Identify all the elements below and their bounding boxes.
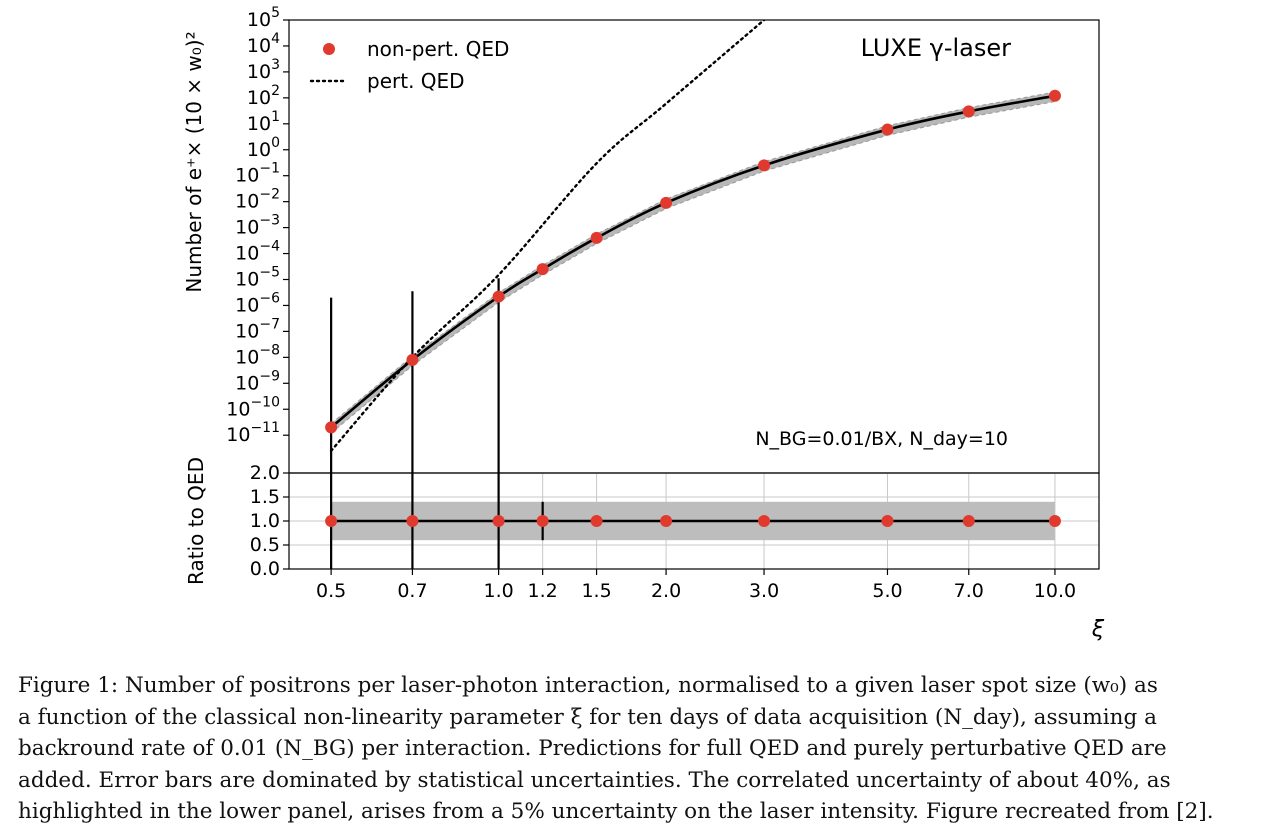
data-point — [881, 123, 894, 136]
x-axis-label: ξ — [1091, 617, 1105, 642]
ratio-point — [1048, 515, 1061, 527]
annotations: LUXE γ-laser N_BG=0.01/BX, N_day=10 — [755, 34, 1011, 450]
figure-caption: Figure 1: Number of positrons per laser-… — [18, 670, 1270, 828]
x-tick-label: 1.0 — [483, 580, 513, 602]
x-tick-label: 0.5 — [316, 580, 346, 602]
caption-line: backround rate of 0.01 (N_BG) per intera… — [18, 736, 1167, 761]
ratio-y-tick-label: 1.5 — [250, 486, 280, 508]
x-tick-label: 2.0 — [651, 580, 681, 602]
ratio-y-tick-label: 0.0 — [250, 558, 280, 580]
lower-plot-area — [289, 473, 1099, 569]
caption-line: highlighted in the lower panel, arises f… — [18, 799, 1214, 824]
y-tick-exponent: −9 — [259, 368, 280, 384]
legend-marker-non-pert-qed — [323, 43, 335, 55]
y-tick-label: 10−9 — [235, 368, 280, 394]
x-tick-label: 7.0 — [954, 580, 984, 602]
ratio-point — [962, 515, 975, 527]
ratio-y-tick-label: 1.0 — [250, 510, 280, 532]
ratio-point — [492, 515, 505, 527]
legend-label-non-pert-qed: non-pert. QED — [367, 37, 509, 61]
x-tick-label: 10.0 — [1034, 580, 1076, 602]
y-tick-label: 10−2 — [235, 187, 280, 213]
upper-panel: 10510410310210110010−110−210−310−410−510… — [182, 5, 1100, 474]
y-tick-exponent: −2 — [259, 187, 280, 203]
ratio-point — [536, 515, 549, 527]
y-tick-exponent: 4 — [271, 31, 280, 47]
y-tick-label: 104 — [247, 31, 280, 57]
series-curve-non-pert-qed — [330, 94, 1056, 429]
y-tick-exponent: −3 — [259, 213, 280, 229]
y-tick-label: 10−5 — [235, 265, 280, 291]
figure: 10510410310210110010−110−210−310−410−510… — [182, 5, 1105, 642]
y-tick-exponent: −10 — [250, 394, 280, 410]
y-tick-label: 103 — [247, 57, 280, 83]
y-tick-label: 105 — [247, 5, 280, 31]
upper-plot-area — [329, 20, 1056, 453]
y-tick-label: 10−11 — [226, 420, 280, 446]
data-point — [660, 196, 673, 209]
y-tick-exponent: −7 — [259, 316, 280, 332]
ratio-y-axis-label: Ratio to QED — [184, 457, 208, 585]
x-tick-label: 3.0 — [749, 580, 779, 602]
y-tick-exponent: −6 — [259, 290, 280, 306]
data-point — [1048, 89, 1061, 102]
data-point — [962, 105, 975, 118]
y-tick-label: 10−1 — [235, 161, 280, 187]
y-tick-exponent: 2 — [271, 83, 280, 99]
y-tick-exponent: −5 — [259, 265, 280, 281]
ratio-point — [881, 515, 894, 527]
caption-line: Figure 1: Number of positrons per laser-… — [18, 673, 1158, 698]
legend-label-pert-qed: pert. QED — [367, 69, 465, 93]
x-tick-label: 0.7 — [397, 580, 427, 602]
data-point — [406, 353, 419, 366]
caption-line: added. Error bars are dominated by stati… — [18, 767, 1171, 793]
y-tick-exponent: −8 — [259, 342, 280, 358]
data-point — [325, 421, 338, 434]
y-tick-label: 10−4 — [235, 239, 280, 265]
ratio-y-tick-label: 0.5 — [250, 534, 280, 556]
ratio-point — [406, 515, 419, 527]
caption-line: a function of the classical non-linearit… — [18, 704, 1157, 730]
ratio-y-tick-label: 2.0 — [250, 462, 280, 484]
y-tick-exponent: 1 — [271, 109, 280, 125]
ratio-point — [758, 515, 771, 527]
uncertainty-band — [330, 91, 1056, 435]
y-tick-label: 10−3 — [235, 213, 280, 239]
y-tick-exponent: −1 — [259, 161, 280, 177]
y-tick-exponent: 0 — [271, 135, 280, 151]
data-point — [758, 159, 771, 172]
y-axis-label: Number of e⁺× (10 × w₀)² — [182, 31, 206, 292]
x-axis: 0.5 0.7 1.0 1.2 1.5 2.0 3.0 5.0 7.0 10.0 ξ — [316, 569, 1105, 642]
x-tick-label: 1.5 — [581, 580, 611, 602]
y-tick-label: 10−7 — [235, 316, 280, 342]
y-tick-exponent: −11 — [250, 420, 280, 436]
y-tick-label: 10−10 — [226, 394, 280, 420]
x-tick-label: 1.2 — [528, 580, 558, 602]
chart-annotation-background: N_BG=0.01/BX, N_day=10 — [755, 428, 1008, 450]
y-tick-label: 100 — [247, 135, 280, 161]
lower-panel: 2.01.51.00.50.0 Ratio to QED — [184, 457, 1100, 585]
y-tick-exponent: 3 — [271, 57, 280, 73]
y-tick-label: 10−8 — [235, 342, 280, 368]
data-point — [536, 263, 549, 276]
y-tick-label: 10−6 — [235, 290, 280, 316]
ratio-point — [660, 515, 673, 527]
y-tick-exponent: −4 — [259, 239, 280, 255]
y-tick-exponent: 5 — [271, 5, 280, 21]
chart-annotation-title: LUXE γ-laser — [861, 34, 1011, 62]
data-point — [492, 290, 505, 303]
ratio-point — [590, 515, 603, 527]
ratio-point — [325, 515, 338, 527]
y-tick-label: 101 — [247, 109, 280, 135]
series-line-pert-qed — [329, 20, 766, 453]
y-tick-label: 102 — [247, 83, 280, 109]
data-point — [590, 231, 603, 244]
x-tick-label: 5.0 — [872, 580, 902, 602]
